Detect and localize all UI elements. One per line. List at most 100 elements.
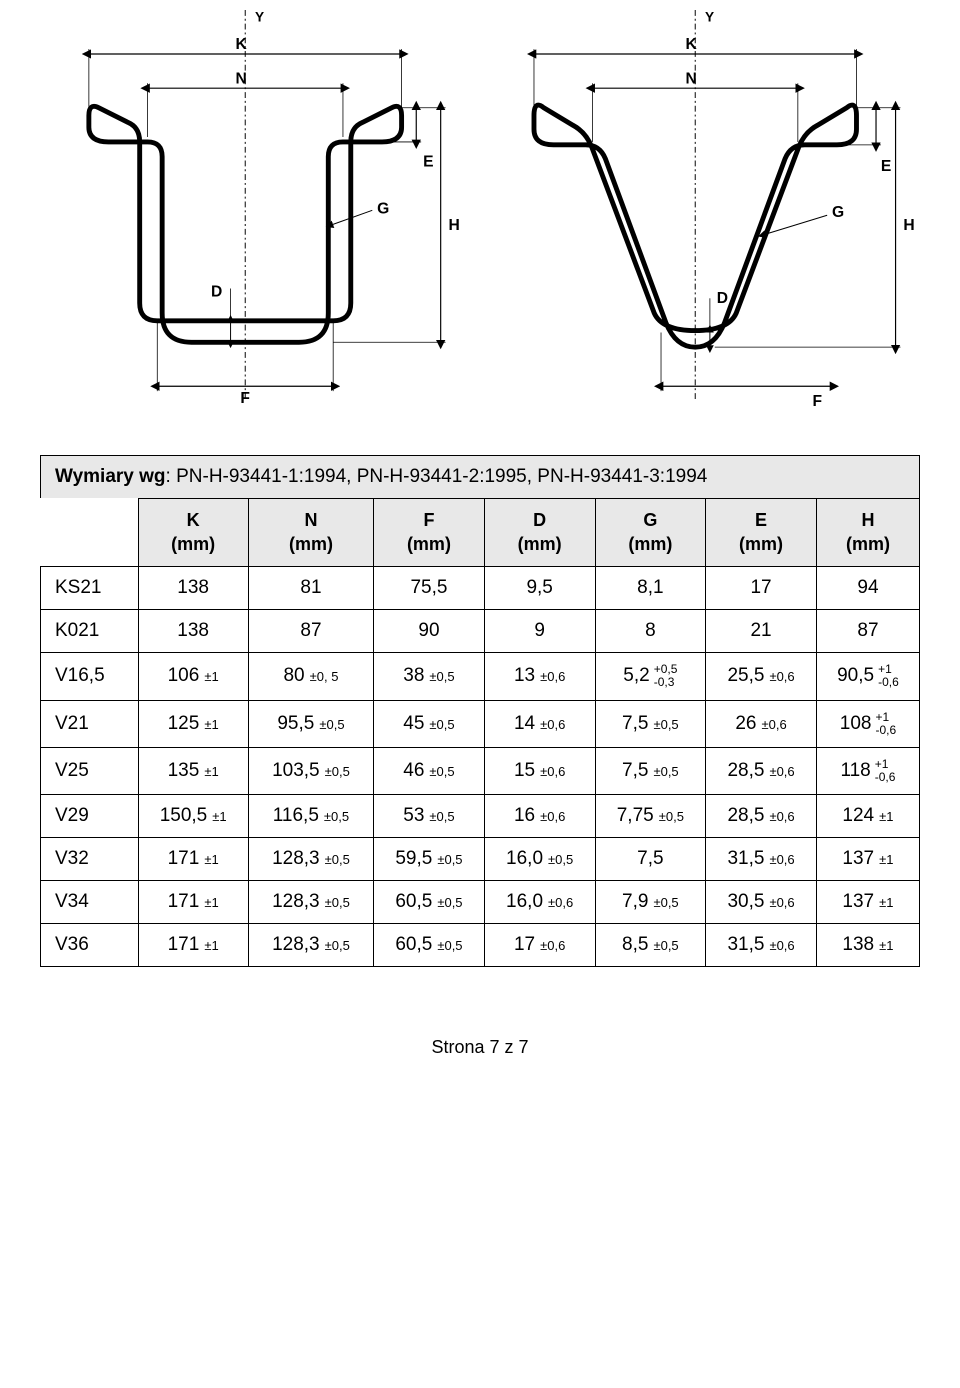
table-row: V16,5106 ±180 ±0, 538 ±0,513 ±0,65,2+0,5… (41, 653, 920, 700)
table-body: KS211388175,59,58,11794K0211388790982187… (41, 567, 920, 967)
cell: 9 (484, 610, 595, 653)
row-id: V29 (41, 795, 139, 838)
cell: 87 (248, 610, 373, 653)
diagram-v-profile: Y K N H E G (490, 10, 920, 425)
cell: 60,5 ±0,5 (374, 881, 485, 924)
table-row: V25135 ±1103,5 ±0,546 ±0,515 ±0,67,5 ±0,… (41, 747, 920, 794)
label-n: N (235, 70, 246, 87)
cell: 5,2+0,5-0,3 (595, 653, 706, 700)
label-y: Y (705, 10, 714, 25)
label-d: D (211, 283, 222, 300)
table-header: K(mm)N(mm)F(mm)D(mm)G(mm)E(mm)H(mm) (41, 499, 920, 567)
diagrams-row: Y K N H E G (40, 10, 920, 425)
row-id: V32 (41, 838, 139, 881)
label-e: E (881, 158, 891, 175)
cell: 7,9 ±0,5 (595, 881, 706, 924)
cell: 95,5 ±0,5 (248, 700, 373, 747)
cell: 171 ±1 (138, 924, 248, 967)
cell: 171 ±1 (138, 881, 248, 924)
cell: 150,5 ±1 (138, 795, 248, 838)
cell: 137 ±1 (816, 838, 919, 881)
cell: 16,0 ±0,6 (484, 881, 595, 924)
cell: 46 ±0,5 (374, 747, 485, 794)
label-g: G (377, 200, 389, 217)
cell: 28,5 ±0,6 (706, 795, 817, 838)
cell: 116,5 ±0,5 (248, 795, 373, 838)
col-header (41, 499, 139, 567)
cell: 128,3 ±0,5 (248, 924, 373, 967)
dimensions-table: K(mm)N(mm)F(mm)D(mm)G(mm)E(mm)H(mm) KS21… (40, 498, 920, 967)
cell: 7,5 (595, 838, 706, 881)
cell: 90 (374, 610, 485, 653)
cell: 124 ±1 (816, 795, 919, 838)
col-header: F(mm) (374, 499, 485, 567)
label-n: N (685, 70, 696, 87)
cell: 94 (816, 567, 919, 610)
row-id: K021 (41, 610, 139, 653)
cell: 138 ±1 (816, 924, 919, 967)
cell: 118+1-0,6 (816, 747, 919, 794)
col-header: D(mm) (484, 499, 595, 567)
title-label: Wymiary wg (55, 466, 166, 487)
cell: 16,0 ±0,5 (484, 838, 595, 881)
u-profile-svg: Y K N H E G (40, 10, 470, 420)
label-y: Y (255, 10, 264, 25)
label-h: H (903, 217, 914, 234)
col-header: E(mm) (706, 499, 817, 567)
cell: 103,5 ±0,5 (248, 747, 373, 794)
cell: 138 (138, 610, 248, 653)
label-h: H (448, 217, 459, 234)
cell: 108+1-0,6 (816, 700, 919, 747)
cell: 60,5 ±0,5 (374, 924, 485, 967)
cell: 59,5 ±0,5 (374, 838, 485, 881)
cell: 81 (248, 567, 373, 610)
cell: 9,5 (484, 567, 595, 610)
table-row: V21125 ±195,5 ±0,545 ±0,514 ±0,67,5 ±0,5… (41, 700, 920, 747)
table-row: V34171 ±1128,3 ±0,560,5 ±0,516,0 ±0,67,9… (41, 881, 920, 924)
label-f: F (812, 393, 822, 410)
cell: 106 ±1 (138, 653, 248, 700)
cell: 31,5 ±0,6 (706, 838, 817, 881)
cell: 125 ±1 (138, 700, 248, 747)
title-standards: PN-H-93441-1:1994, PN-H-93441-2:1995, PN… (176, 466, 707, 487)
cell: 14 ±0,6 (484, 700, 595, 747)
cell: 17 (706, 567, 817, 610)
cell: 80 ±0, 5 (248, 653, 373, 700)
table-title: Wymiary wg: PN-H-93441-1:1994, PN-H-9344… (40, 455, 920, 498)
cell: 171 ±1 (138, 838, 248, 881)
cell: 90,5+1-0,6 (816, 653, 919, 700)
cell: 8,1 (595, 567, 706, 610)
cell: 8,5 ±0,5 (595, 924, 706, 967)
table-row: V32171 ±1128,3 ±0,559,5 ±0,516,0 ±0,57,5… (41, 838, 920, 881)
col-header: H(mm) (816, 499, 919, 567)
cell: 28,5 ±0,6 (706, 747, 817, 794)
col-header: G(mm) (595, 499, 706, 567)
table-row: V36171 ±1128,3 ±0,560,5 ±0,517 ±0,68,5 ±… (41, 924, 920, 967)
label-g: G (832, 204, 844, 221)
cell: 135 ±1 (138, 747, 248, 794)
row-id: KS21 (41, 567, 139, 610)
cell: 87 (816, 610, 919, 653)
table-row: KS211388175,59,58,11794 (41, 567, 920, 610)
row-id: V34 (41, 881, 139, 924)
cell: 21 (706, 610, 817, 653)
cell: 17 ±0,6 (484, 924, 595, 967)
cell: 31,5 ±0,6 (706, 924, 817, 967)
cell: 7,75 ±0,5 (595, 795, 706, 838)
cell: 7,5 ±0,5 (595, 747, 706, 794)
label-f: F (240, 390, 250, 407)
cell: 128,3 ±0,5 (248, 881, 373, 924)
diagram-u-profile: Y K N H E G (40, 10, 470, 425)
cell: 45 ±0,5 (374, 700, 485, 747)
cell: 75,5 (374, 567, 485, 610)
cell: 8 (595, 610, 706, 653)
cell: 7,5 ±0,5 (595, 700, 706, 747)
table-row: K0211388790982187 (41, 610, 920, 653)
row-id: V16,5 (41, 653, 139, 700)
label-k: K (685, 36, 697, 53)
cell: 30,5 ±0,6 (706, 881, 817, 924)
label-d: D (717, 290, 728, 307)
cell: 26 ±0,6 (706, 700, 817, 747)
table-row: V29150,5 ±1116,5 ±0,553 ±0,516 ±0,67,75 … (41, 795, 920, 838)
col-header: K(mm) (138, 499, 248, 567)
